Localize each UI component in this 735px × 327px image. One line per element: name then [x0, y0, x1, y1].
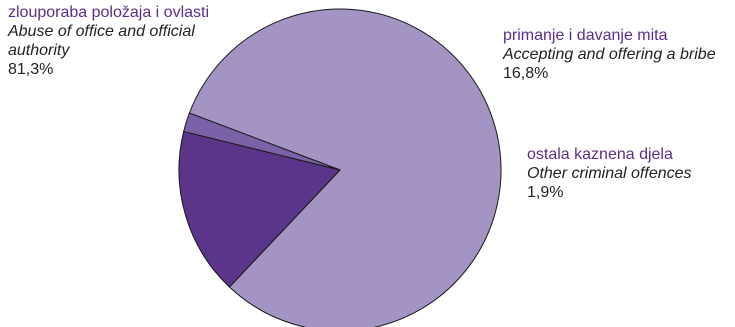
slice-label-bribery: primanje i davanje mita Accepting and of…: [503, 26, 716, 83]
slice-percentage: 1,9%: [527, 184, 564, 201]
pie-slice-other-offences: [183, 112, 341, 171]
label-english-line-1: Other criminal offences: [527, 165, 692, 182]
slice-label-other-offences: ostala kaznena djela Other criminal offe…: [527, 145, 692, 202]
pie-slice-bribery: [178, 130, 341, 288]
label-english-line-1: Accepting and offering a bribe: [503, 46, 716, 63]
slice-label-abuse-of-office: zlouporaba položaja i ovlasti Abuse of o…: [8, 3, 209, 79]
label-croatian: ostala kaznena djela: [527, 146, 673, 163]
label-croatian: primanje i davanje mita: [503, 27, 668, 44]
slice-percentage: 16,8%: [503, 65, 549, 82]
slice-percentage: 81,3%: [8, 61, 54, 78]
label-english-line-2: authority: [8, 42, 70, 59]
label-croatian: zlouporaba položaja i ovlasti: [8, 4, 210, 21]
label-english-line-1: Abuse of office and official: [8, 23, 195, 40]
